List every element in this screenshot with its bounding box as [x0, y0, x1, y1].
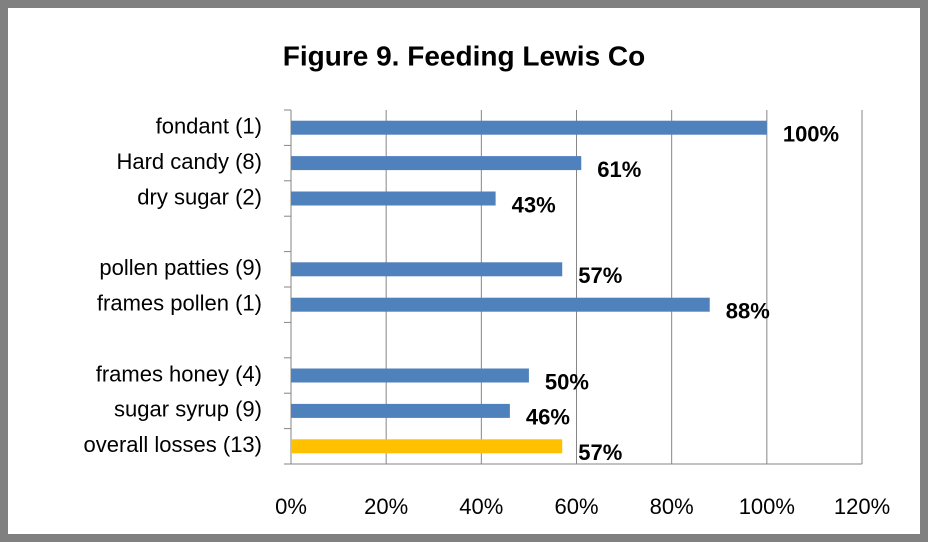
x-tick-label: 40% — [459, 494, 503, 519]
x-tick-label: 120% — [834, 494, 890, 519]
bar — [291, 120, 767, 135]
bar — [291, 403, 510, 418]
y-tick-label: dry sugar (2) — [137, 184, 262, 209]
x-tick-label: 0% — [275, 494, 307, 519]
value-label: 88% — [726, 299, 770, 324]
value-label: 57% — [578, 440, 622, 465]
value-label: 100% — [783, 122, 839, 147]
bar — [291, 368, 529, 383]
y-tick-label: frames pollen (1) — [97, 291, 262, 316]
bar — [291, 262, 563, 277]
y-tick-label: fondant (1) — [156, 114, 262, 139]
value-label: 50% — [545, 369, 589, 394]
value-label: 57% — [578, 263, 622, 288]
value-label: 61% — [597, 157, 641, 182]
bar — [291, 191, 496, 206]
bar — [291, 156, 582, 171]
value-label: 43% — [512, 192, 556, 217]
x-tick-label: 60% — [554, 494, 598, 519]
bar — [291, 439, 563, 454]
y-tick-label: sugar syrup (9) — [114, 397, 262, 422]
value-label: 46% — [526, 405, 570, 430]
x-tick-label: 80% — [650, 494, 694, 519]
y-tick-label: frames honey (4) — [96, 361, 262, 386]
x-tick-label: 20% — [364, 494, 408, 519]
y-tick-label: Hard candy (8) — [116, 149, 262, 174]
x-tick-label: 100% — [739, 494, 795, 519]
bar — [291, 297, 710, 312]
y-tick-label: pollen patties (9) — [99, 255, 262, 280]
y-tick-label: overall losses (13) — [83, 432, 262, 457]
chart-title: Figure 9. Feeding Lewis Co — [283, 40, 646, 71]
